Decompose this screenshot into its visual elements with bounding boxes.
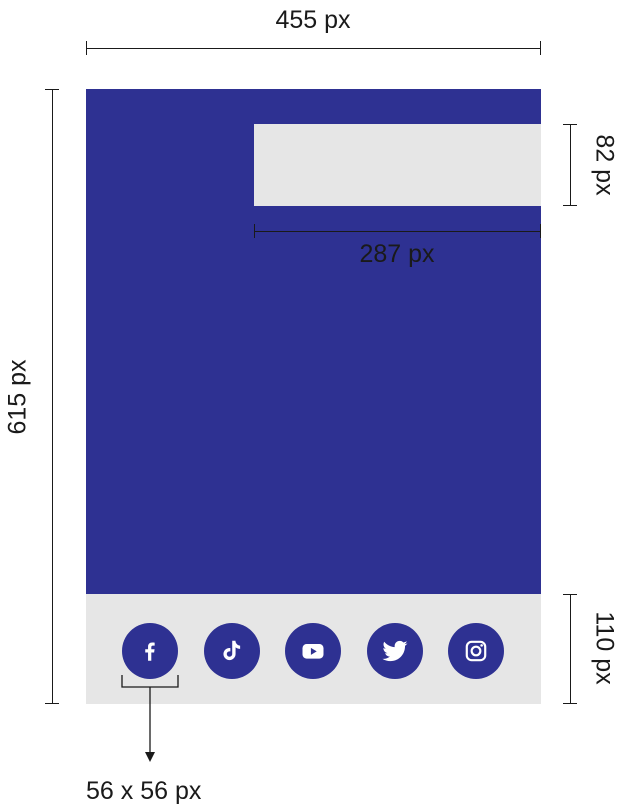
banner-width-line (254, 231, 541, 232)
icon-size-bracket (121, 675, 179, 762)
youtube-glyph (302, 644, 324, 659)
facebook-icon[interactable] (122, 623, 178, 679)
footer-height-line (570, 594, 571, 704)
footer-height-tick-bottom (563, 703, 577, 704)
height-dimension-line (52, 89, 53, 704)
height-dimension-label: 615 px (3, 359, 32, 435)
tiktok-glyph (223, 640, 241, 661)
instagram-glyph (465, 640, 487, 662)
footer-height-label: 110 px (590, 611, 619, 685)
height-dimension-tick-top (45, 89, 59, 90)
youtube-icon[interactable] (285, 623, 341, 679)
banner-height-label: 82 px (590, 134, 619, 196)
tiktok-icon[interactable] (204, 623, 260, 679)
banner-height-line (570, 124, 571, 206)
instagram-icon[interactable] (448, 623, 504, 679)
facebook-glyph (145, 642, 155, 661)
banner-width-tick-right (540, 224, 541, 238)
footer-height-tick-top (563, 594, 577, 595)
width-dimension-tick-right (540, 41, 541, 55)
width-dimension-tick-left (86, 41, 87, 55)
banner-placeholder (254, 124, 541, 206)
twitter-glyph (382, 640, 408, 662)
width-dimension-line (86, 48, 541, 49)
width-dimension-label: 455 px (275, 6, 351, 34)
banner-height-tick-top (563, 124, 577, 125)
height-dimension-tick-bottom (45, 703, 59, 704)
icon-size-label: 56 x 56 px (86, 777, 202, 805)
banner-height-tick-bottom (563, 205, 577, 206)
twitter-icon[interactable] (367, 623, 423, 679)
banner-width-label: 287 px (359, 240, 435, 268)
banner-width-tick-left (254, 224, 255, 238)
